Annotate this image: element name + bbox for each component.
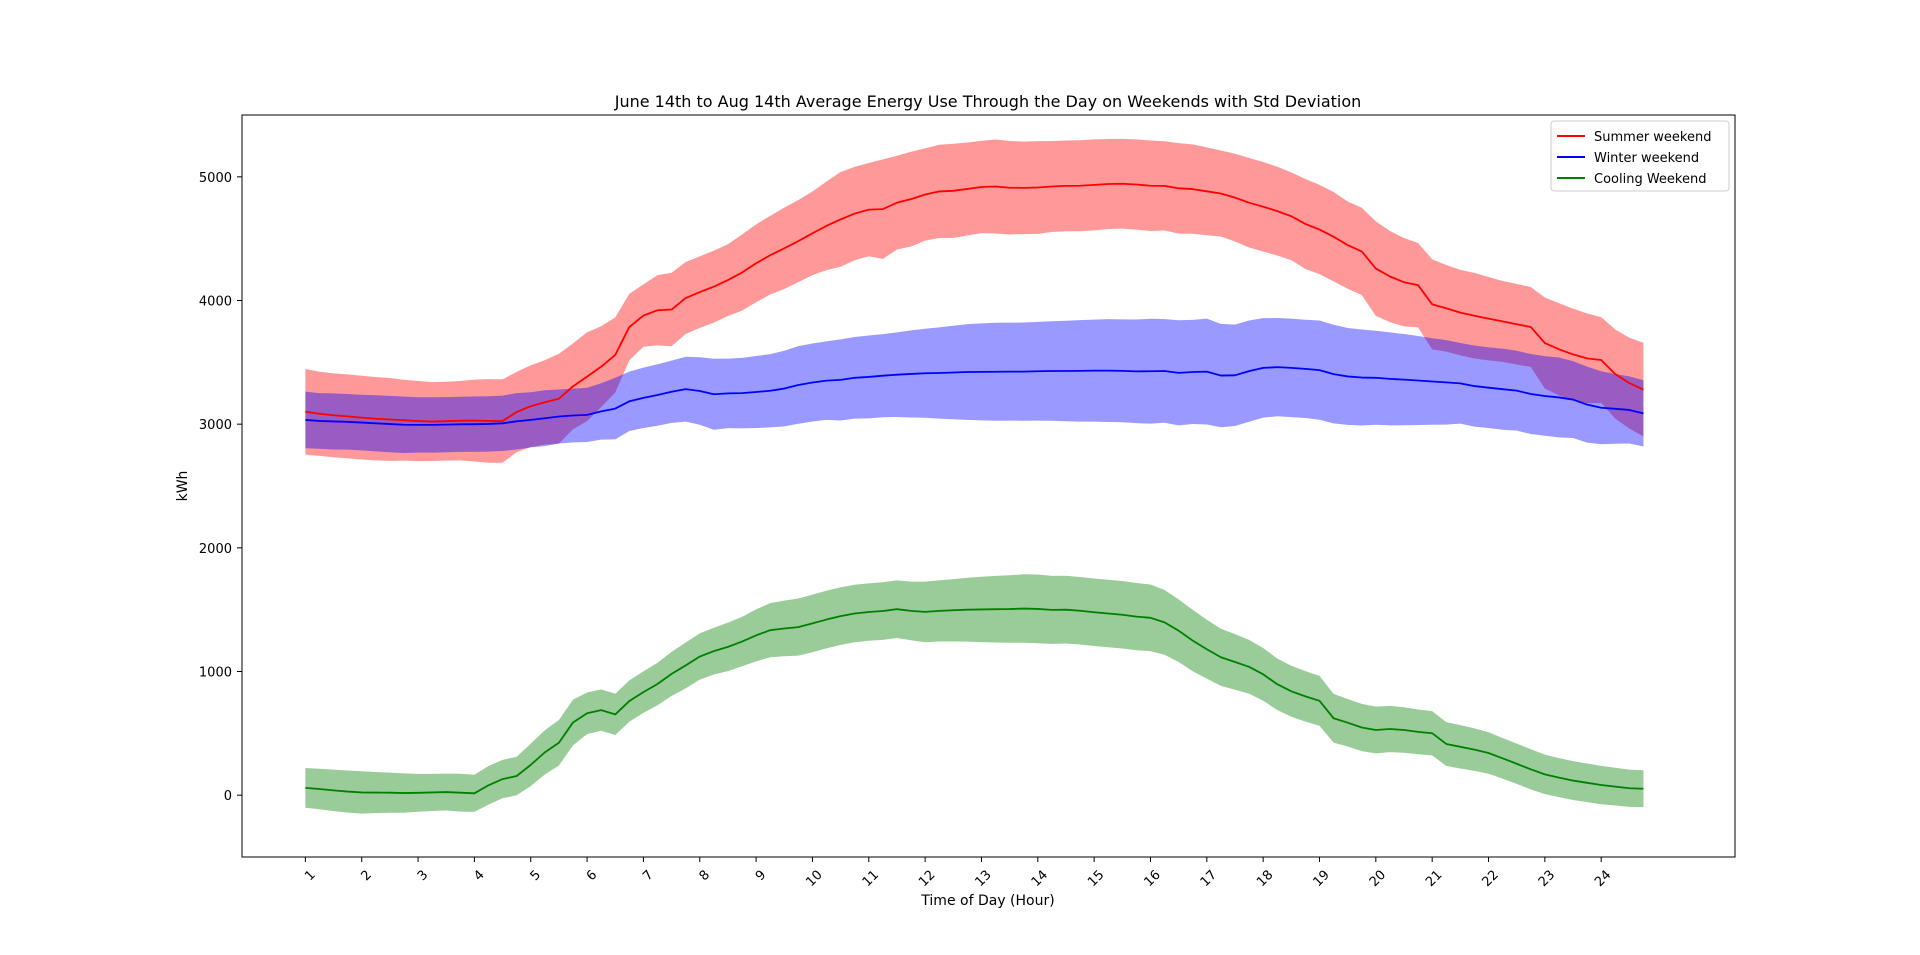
y-tick-label: 3000: [199, 418, 232, 433]
x-tick-label: 6: [584, 868, 600, 884]
band-summer-weekend: [305, 138, 1644, 463]
plot-area-frame: [241, 114, 1736, 858]
legend: Summer weekend Winter weekend Cooling Week…: [1550, 120, 1730, 192]
x-tick-label: 14: [1029, 868, 1051, 890]
y-tick-label: 4000: [199, 295, 232, 310]
x-tick-label: 9: [753, 868, 769, 884]
y-axis-ticks: 0 1000 2000 3000 4000 5000: [199, 171, 242, 804]
legend-label-winter-weekend: Winter weekend: [1594, 151, 1699, 166]
x-tick-label: 24: [1592, 868, 1614, 890]
x-tick-label: 3: [415, 868, 431, 884]
x-axis-ticks: 1 2 3 4 5 6 7 8 9 10 11 12 13 14 15 16 17 18 19 20 21 22 23 24: [302, 857, 1614, 890]
x-tick-label: 13: [972, 868, 994, 890]
x-tick-label: 10: [803, 868, 825, 890]
x-tick-label: 2: [359, 868, 375, 884]
y-tick-label: 2000: [199, 542, 232, 557]
x-tick-label: 19: [1310, 868, 1332, 890]
y-tick-label: 0: [224, 789, 232, 804]
band-winter-weekend: [305, 318, 1644, 453]
band-cooling-weekend: [305, 574, 1644, 814]
x-tick-label: 16: [1141, 868, 1163, 890]
chart-title: June 14th to Aug 14th Average Energy Use…: [614, 92, 1362, 111]
x-tick-label: 20: [1367, 868, 1389, 890]
y-tick-label: 5000: [199, 171, 232, 186]
x-tick-label: 22: [1479, 868, 1501, 890]
series-lines: [305, 182, 1644, 795]
x-tick-label: 8: [697, 868, 713, 884]
x-tick-label: 11: [860, 868, 882, 890]
x-tick-label: 12: [916, 868, 938, 890]
legend-box: [1550, 120, 1730, 192]
legend-label-cooling-weekend: Cooling Weekend: [1594, 172, 1706, 187]
x-tick-label: 1: [302, 868, 318, 884]
x-tick-label: 4: [471, 868, 487, 884]
line-cooling-weekend: [305, 607, 1644, 795]
x-tick-label: 21: [1423, 868, 1445, 890]
legend-label-summer-weekend: Summer weekend: [1594, 130, 1711, 145]
y-axis-label: kWh: [175, 471, 191, 502]
x-tick-label: 18: [1254, 868, 1276, 890]
x-axis-label: Time of Day (Hour): [920, 893, 1054, 909]
std-deviation-bands: [305, 138, 1644, 814]
x-tick-label: 5: [528, 868, 544, 884]
y-tick-label: 1000: [199, 666, 232, 681]
x-tick-label: 7: [640, 868, 656, 884]
line-winter-weekend: [305, 366, 1644, 426]
x-tick-label: 15: [1085, 868, 1107, 890]
x-tick-label: 17: [1198, 868, 1220, 890]
line-summer-weekend: [305, 182, 1644, 423]
x-tick-label: 23: [1536, 868, 1558, 890]
